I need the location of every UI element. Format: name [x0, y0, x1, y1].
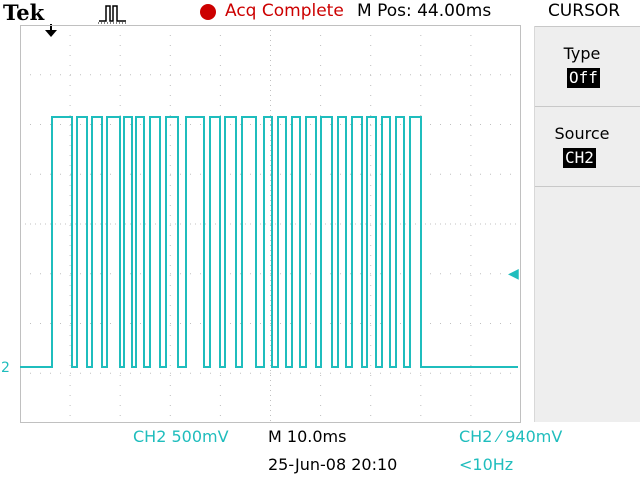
horizontal-position: M Pos: 44.00ms: [357, 1, 492, 21]
menu-title: CURSOR: [547, 1, 621, 21]
pulse-trigger-icon: [98, 5, 128, 24]
side-menu: Type Off Source CH2: [534, 26, 640, 422]
brand-logo: Tek: [3, 0, 45, 25]
timebase-readout: M 10.0ms: [268, 427, 347, 446]
graticule-grid: [20, 25, 521, 423]
menu-divider: [535, 26, 640, 27]
menu-divider: [535, 106, 640, 107]
menu-item-label: Type: [563, 44, 601, 63]
channel-ground-marker: 2: [1, 360, 10, 376]
menu-divider: [535, 186, 640, 187]
acquisition-status-icon: [200, 4, 216, 20]
trigger-readout: CH2 ⁄ 940mV: [459, 427, 563, 446]
menu-item-value: CH2: [563, 148, 596, 168]
ch2-scale-readout: CH2 500mV: [133, 427, 229, 446]
trigger-frequency: <10Hz: [459, 455, 514, 474]
date-time: 25-Jun-08 20:10: [268, 455, 398, 474]
menu-item-type[interactable]: Type Off: [535, 28, 640, 106]
ch2-waveform-trace: [20, 116, 518, 368]
menu-item-source[interactable]: Source CH2: [535, 108, 640, 186]
menu-item-label: Source: [554, 124, 610, 143]
acquisition-status: Acq Complete: [225, 1, 344, 21]
menu-item-value: Off: [567, 68, 600, 88]
trigger-level-marker: ◀: [508, 266, 519, 282]
waveform-display: [20, 25, 521, 423]
